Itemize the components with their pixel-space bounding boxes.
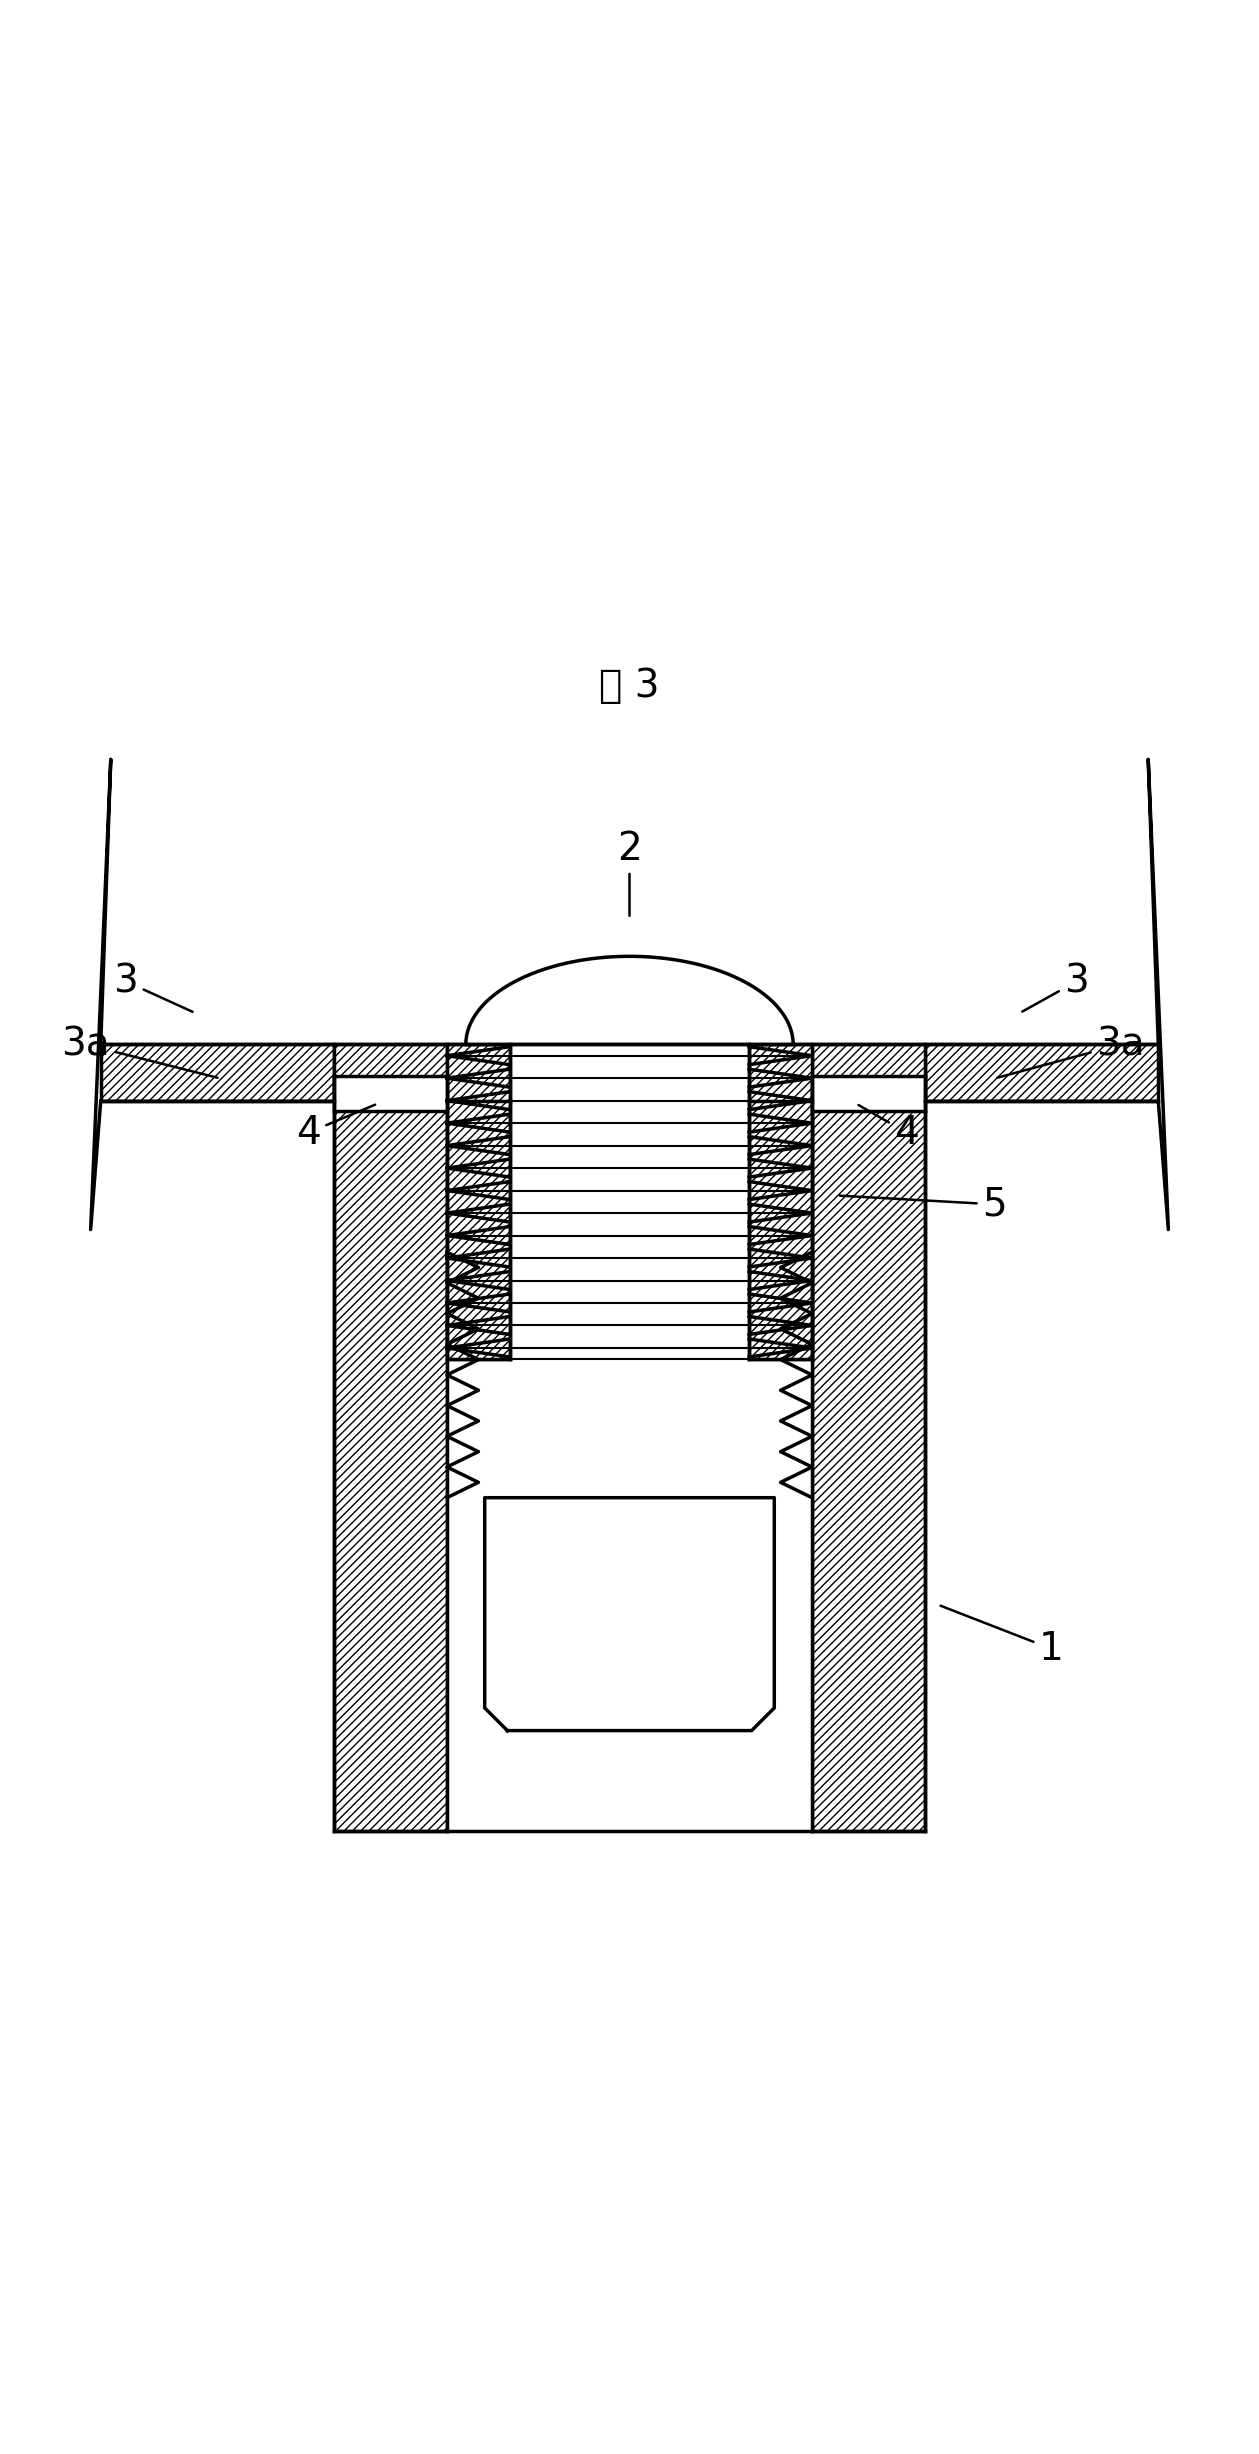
Bar — [447, 1045, 812, 1360]
Polygon shape — [466, 957, 793, 1045]
Text: 3a: 3a — [997, 1026, 1144, 1077]
Bar — [749, 1045, 812, 1360]
Text: 5: 5 — [840, 1185, 1007, 1225]
Bar — [749, 1252, 812, 1360]
Bar — [334, 1045, 447, 1102]
Text: 1: 1 — [940, 1605, 1064, 1669]
Bar — [447, 1045, 510, 1360]
Text: 3: 3 — [113, 962, 193, 1011]
Text: 4: 4 — [296, 1104, 375, 1151]
Bar — [447, 1075, 812, 1831]
Bar — [101, 1045, 334, 1102]
Text: 3: 3 — [1022, 962, 1089, 1011]
Text: 4: 4 — [859, 1104, 919, 1151]
Bar — [812, 1045, 925, 1102]
Polygon shape — [485, 1497, 774, 1730]
Text: 图 3: 图 3 — [599, 667, 660, 704]
Bar — [334, 1075, 447, 1112]
Bar — [812, 1075, 925, 1112]
Bar — [447, 1252, 510, 1360]
Bar — [334, 1075, 447, 1831]
Bar — [925, 1045, 1158, 1102]
Bar — [812, 1075, 925, 1831]
Text: 3a: 3a — [62, 1026, 218, 1077]
Text: 2: 2 — [617, 829, 642, 915]
